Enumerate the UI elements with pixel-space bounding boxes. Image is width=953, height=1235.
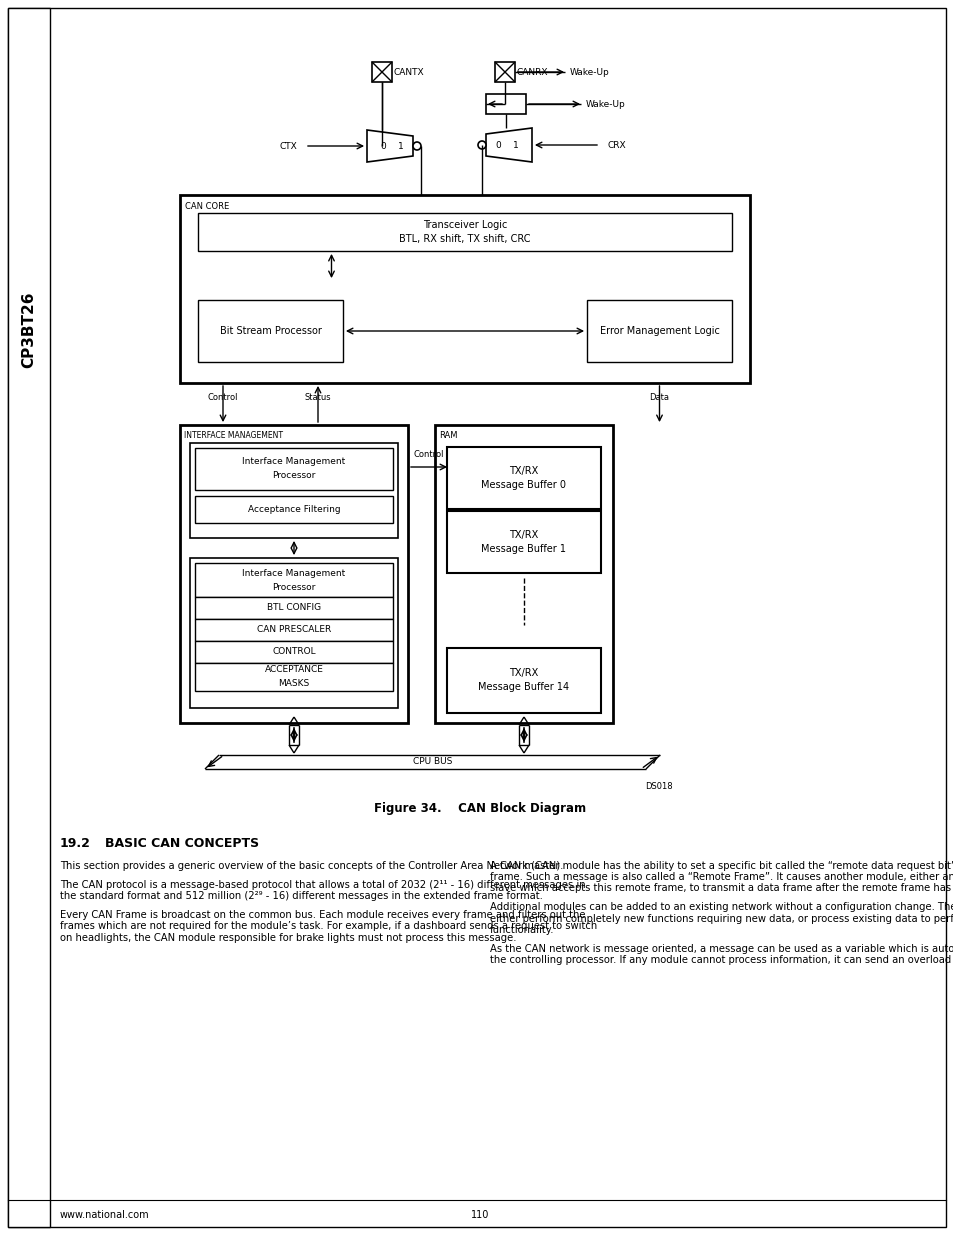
Bar bbox=[447, 648, 600, 713]
Text: BTL, RX shift, TX shift, CRC: BTL, RX shift, TX shift, CRC bbox=[399, 233, 530, 245]
Text: Interface Management: Interface Management bbox=[242, 568, 345, 578]
Text: CAN CORE: CAN CORE bbox=[185, 203, 229, 211]
Text: This section provides a generic overview of the basic concepts of the Controller: This section provides a generic overview… bbox=[60, 861, 563, 871]
Text: Wake-Up: Wake-Up bbox=[585, 100, 625, 109]
Text: Message Buffer 0: Message Buffer 0 bbox=[481, 480, 566, 490]
Circle shape bbox=[477, 141, 485, 149]
Bar bbox=[8, 7, 50, 1228]
Text: A CAN master module has the ability to set a specific bit called the “remote dat: A CAN master module has the ability to s… bbox=[490, 861, 953, 871]
Bar bbox=[180, 425, 408, 722]
Text: As the CAN network is message oriented, a message can be used as a variable whic: As the CAN network is message oriented, … bbox=[490, 944, 953, 953]
Text: ACCEPTANCE: ACCEPTANCE bbox=[264, 666, 323, 674]
Polygon shape bbox=[485, 128, 532, 162]
Text: the controlling processor. If any module cannot process information, it can send: the controlling processor. If any module… bbox=[490, 955, 953, 965]
Bar bbox=[194, 597, 393, 619]
Text: Bit Stream Processor: Bit Stream Processor bbox=[219, 326, 321, 336]
Text: Control: Control bbox=[414, 450, 444, 459]
Text: either perform completely new functions requiring new data, or process existing : either perform completely new functions … bbox=[490, 914, 953, 924]
Text: CP3BT26: CP3BT26 bbox=[22, 291, 36, 368]
Bar bbox=[190, 558, 397, 708]
Bar bbox=[485, 94, 525, 114]
Text: Processor: Processor bbox=[272, 583, 315, 592]
Bar bbox=[194, 641, 393, 663]
Text: CAN PRESCALER: CAN PRESCALER bbox=[256, 625, 331, 635]
Text: Additional modules can be added to an existing network without a configuration c: Additional modules can be added to an ex… bbox=[490, 903, 953, 913]
Text: 1: 1 bbox=[397, 142, 403, 151]
Text: 0: 0 bbox=[379, 142, 385, 151]
Text: CPU BUS: CPU BUS bbox=[413, 757, 452, 767]
Bar bbox=[190, 443, 397, 538]
Text: CANTX: CANTX bbox=[394, 68, 424, 77]
Text: Acceptance Filtering: Acceptance Filtering bbox=[248, 505, 340, 514]
Bar bbox=[194, 663, 393, 692]
Text: 110: 110 bbox=[471, 1210, 489, 1220]
Text: CRX: CRX bbox=[607, 141, 626, 149]
Text: 1: 1 bbox=[513, 141, 518, 149]
Text: 0: 0 bbox=[495, 141, 500, 149]
Text: Message Buffer 1: Message Buffer 1 bbox=[481, 543, 566, 555]
Bar bbox=[198, 212, 731, 251]
Bar bbox=[194, 563, 393, 597]
Text: MASKS: MASKS bbox=[278, 679, 310, 688]
Text: Transceiver Logic: Transceiver Logic bbox=[422, 220, 507, 230]
Text: Interface Management: Interface Management bbox=[242, 457, 345, 467]
Bar bbox=[194, 496, 393, 522]
Text: Control: Control bbox=[208, 393, 238, 403]
Text: The CAN protocol is a message-based protocol that allows a total of 2032 (2¹¹ - : The CAN protocol is a message-based prot… bbox=[60, 881, 585, 890]
Text: TX/RX: TX/RX bbox=[509, 530, 538, 540]
Bar bbox=[194, 619, 393, 641]
Text: Message Buffer 14: Message Buffer 14 bbox=[478, 683, 569, 693]
Bar bbox=[447, 447, 600, 509]
Polygon shape bbox=[367, 130, 413, 162]
Text: on headlights, the CAN module responsible for brake lights must not process this: on headlights, the CAN module responsibl… bbox=[60, 932, 516, 942]
Bar bbox=[495, 62, 515, 82]
Bar bbox=[372, 62, 392, 82]
Bar bbox=[586, 300, 731, 362]
Text: DS018: DS018 bbox=[644, 783, 672, 792]
Text: 19.2: 19.2 bbox=[60, 837, 91, 850]
Text: CONTROL: CONTROL bbox=[272, 647, 315, 657]
Text: BASIC CAN CONCEPTS: BASIC CAN CONCEPTS bbox=[105, 837, 259, 850]
Text: Figure 34.    CAN Block Diagram: Figure 34. CAN Block Diagram bbox=[374, 803, 585, 815]
Text: CTX: CTX bbox=[279, 142, 296, 151]
Text: RAM: RAM bbox=[438, 431, 457, 440]
Bar bbox=[180, 195, 749, 383]
Text: Processor: Processor bbox=[272, 472, 315, 480]
Text: www.national.com: www.national.com bbox=[60, 1210, 150, 1220]
Bar bbox=[447, 511, 600, 573]
Text: the standard format and 512 million (2²⁹ - 16) different messages in the extende: the standard format and 512 million (2²⁹… bbox=[60, 892, 542, 902]
Text: Error Management Logic: Error Management Logic bbox=[598, 326, 719, 336]
Text: frame. Such a message is also called a “Remote Frame”. It causes another module,: frame. Such a message is also called a “… bbox=[490, 872, 953, 882]
Text: CANRX: CANRX bbox=[517, 68, 548, 77]
Text: TX/RX: TX/RX bbox=[509, 668, 538, 678]
Text: TX/RX: TX/RX bbox=[509, 466, 538, 475]
Bar bbox=[198, 300, 343, 362]
Text: INTERFACE MANAGEMENT: INTERFACE MANAGEMENT bbox=[184, 431, 283, 440]
Circle shape bbox=[413, 142, 420, 149]
Text: Every CAN Frame is broadcast on the common bus. Each module receives every frame: Every CAN Frame is broadcast on the comm… bbox=[60, 910, 585, 920]
Bar bbox=[435, 425, 613, 722]
Text: Status: Status bbox=[304, 393, 331, 403]
Text: Wake-Up: Wake-Up bbox=[569, 68, 609, 77]
Text: Data: Data bbox=[649, 393, 669, 403]
Text: slave which accepts this remote frame, to transmit a data frame after the remote: slave which accepts this remote frame, t… bbox=[490, 883, 953, 893]
Text: BTL CONFIG: BTL CONFIG bbox=[267, 604, 321, 613]
Bar bbox=[194, 448, 393, 490]
Text: frames which are not required for the module’s task. For example, if a dashboard: frames which are not required for the mo… bbox=[60, 921, 597, 931]
Text: functionality.: functionality. bbox=[490, 925, 554, 935]
